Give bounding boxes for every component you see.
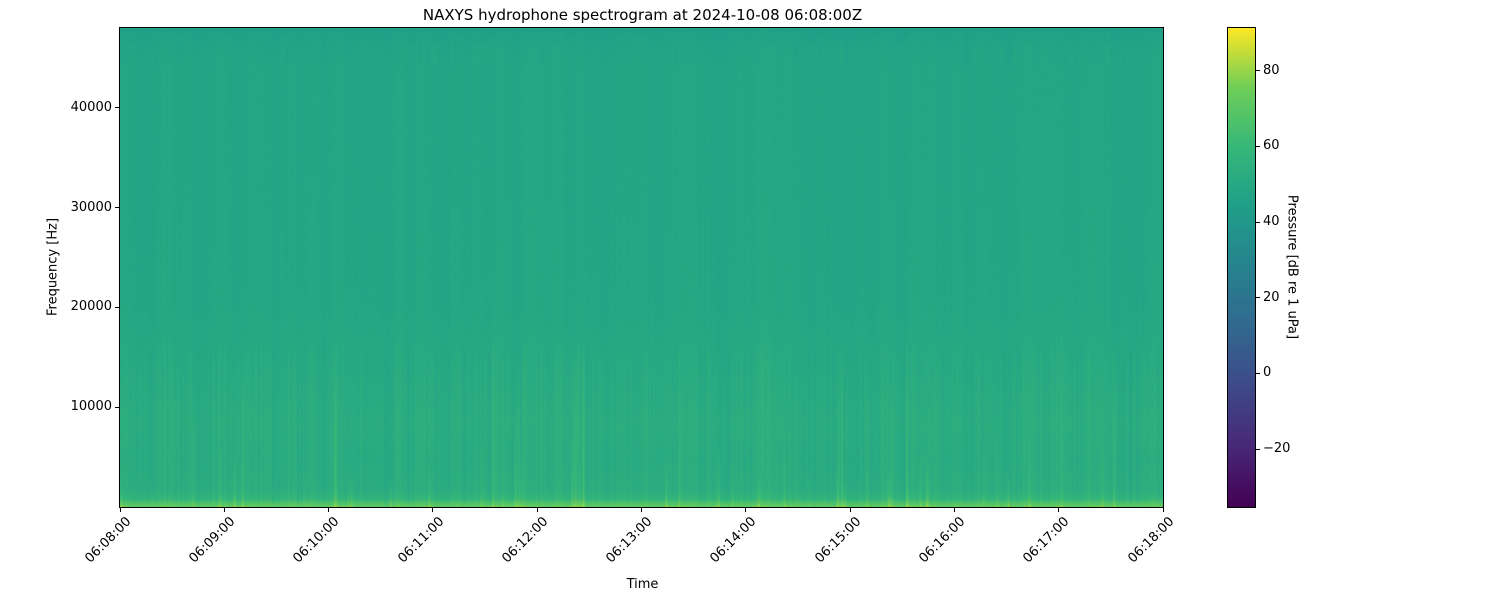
colorbar-gradient (1228, 28, 1255, 507)
x-tick-mark (641, 508, 642, 512)
x-tick-mark (1162, 508, 1164, 512)
x-tick-label: 06:12:00 (499, 514, 552, 567)
x-tick-label: 06:15:00 (812, 514, 864, 567)
colorbar-tick-mark (1256, 221, 1260, 223)
x-tick-label: 06:18:00 (1125, 514, 1177, 567)
x-tick-mark (432, 508, 434, 512)
y-tick-mark (115, 406, 119, 408)
y-tick-label: 20000 (70, 299, 112, 315)
x-tick-label: 06:16:00 (916, 514, 969, 567)
chart-title: NAXYS hydrophone spectrogram at 2024-10-… (422, 6, 863, 24)
y-tick-label: 10000 (70, 399, 112, 415)
y-tick-label: 40000 (70, 99, 112, 115)
x-tick-mark (328, 508, 330, 512)
colorbar-tick-label: 0 (1263, 365, 1272, 381)
x-tick-label: 06:11:00 (394, 514, 447, 567)
x-tick-label: 06:10:00 (290, 514, 343, 567)
x-tick-label: 06:13:00 (603, 514, 656, 567)
y-tick-mark (115, 306, 119, 308)
spectrogram-image (120, 28, 1163, 507)
x-tick-label: 06:14:00 (707, 514, 760, 567)
colorbar-tick-label: 80 (1263, 62, 1280, 78)
colorbar-tick-label: 60 (1263, 138, 1280, 154)
x-tick-label: 06:17:00 (1020, 514, 1073, 567)
y-tick-mark (115, 207, 119, 209)
colorbar (1227, 27, 1256, 508)
x-tick-mark (223, 508, 225, 512)
x-tick-mark (1058, 508, 1060, 512)
x-tick-label: 06:08:00 (82, 514, 134, 567)
x-tick-label: 06:09:00 (186, 514, 239, 567)
colorbar-tick-mark (1256, 297, 1260, 299)
y-tick-label: 30000 (70, 199, 112, 215)
colorbar-tick-mark (1256, 448, 1260, 450)
x-tick-mark (745, 508, 747, 512)
colorbar-tick-mark (1256, 145, 1260, 147)
x-tick-mark (849, 508, 851, 512)
colorbar-tick-mark (1256, 372, 1260, 374)
colorbar-tick-label: 40 (1263, 214, 1280, 230)
colorbar-tick-mark (1256, 70, 1260, 72)
spectrogram-axes (119, 27, 1164, 508)
x-tick-mark (953, 508, 955, 512)
colorbar-tick-label: 20 (1263, 289, 1280, 305)
x-tick-mark (536, 508, 538, 512)
x-tick-mark (119, 508, 121, 512)
y-tick-mark (115, 107, 119, 109)
x-axis-label: Time (626, 577, 659, 592)
colorbar-tick-label: −20 (1263, 441, 1291, 457)
